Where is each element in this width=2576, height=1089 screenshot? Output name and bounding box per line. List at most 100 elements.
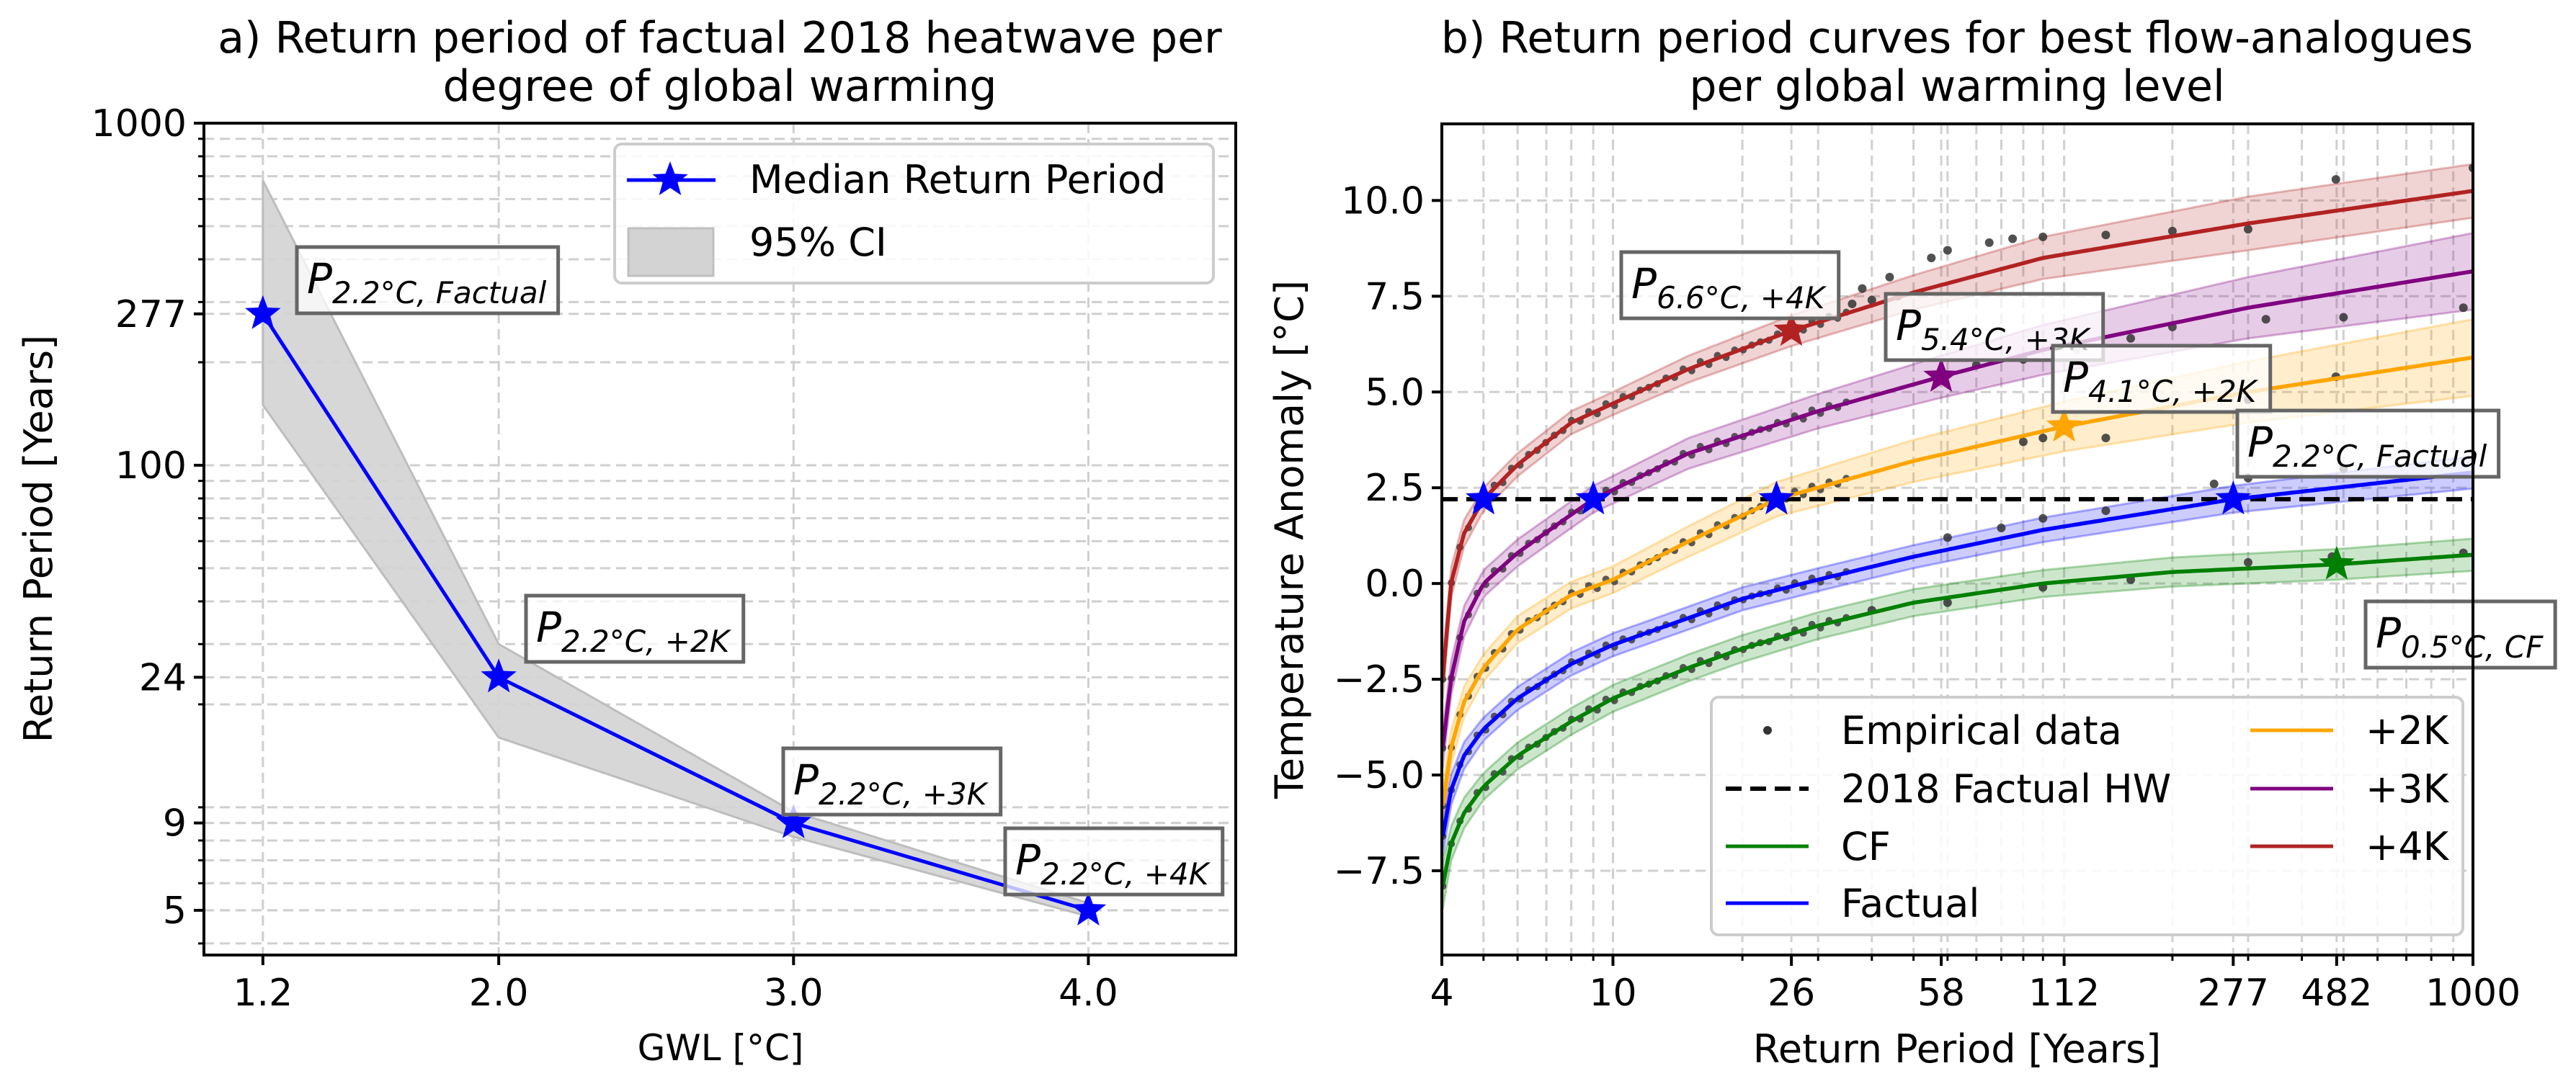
annotation-box-box xyxy=(781,746,1003,817)
empirical-point xyxy=(1943,246,1952,255)
x-tick-label: 4.0 xyxy=(1059,972,1118,1015)
annotation-box: P2.2°C, +3K xyxy=(781,746,1003,817)
median-curve-factual xyxy=(1442,470,2473,837)
x-tick-label: 3.0 xyxy=(764,972,824,1015)
y-tick-label: −7.5 xyxy=(1334,850,1425,893)
empirical-point xyxy=(1927,254,1936,263)
annotation-main: P xyxy=(1631,259,1657,308)
annotation-main: P xyxy=(536,603,561,652)
annotation-box-box xyxy=(2051,344,2273,414)
annotation-box-text: P5.4°C, +3K xyxy=(1896,301,2092,357)
empirical-point xyxy=(2038,514,2048,523)
empirical-point xyxy=(1858,284,1867,293)
return-period-star xyxy=(2046,408,2082,442)
panel-a-axes-frame xyxy=(202,122,1237,956)
return-period-star xyxy=(2215,480,2251,515)
empirical-point xyxy=(2209,479,2219,488)
median-return-period-line xyxy=(261,313,1089,913)
y-tick-label: 5 xyxy=(163,889,187,933)
annotation-box-box xyxy=(2235,408,2501,479)
median-star-marker xyxy=(245,295,281,329)
ci-band-2k xyxy=(1442,318,2473,825)
empirical-point xyxy=(2167,226,2177,236)
annotation-box: P2.2°C, Factual xyxy=(2235,408,2501,479)
y-tick-label: 7.5 xyxy=(1365,275,1425,318)
ci-band-factual xyxy=(1442,455,2473,856)
y-tick-label: −2.5 xyxy=(1334,658,1425,702)
annotation-subscript: 2.2°C, +4K xyxy=(1040,856,1211,892)
panel-a-title-line-2: degree of global warming xyxy=(443,61,997,112)
median-curve-plus-3k xyxy=(1442,269,2473,749)
annotation-box-text: P6.6°C, +4K xyxy=(1631,259,1827,315)
median-star-marker xyxy=(775,804,811,838)
legend-star-icon xyxy=(652,161,688,195)
annotation-box-box xyxy=(524,593,746,664)
panel-a-title-line-1: a) Return period of factual 2018 heatwav… xyxy=(218,13,1222,63)
annotation-box-text: P4.1°C, +2K xyxy=(2063,353,2259,409)
x-tick-label: 4 xyxy=(1430,972,1453,1015)
annotation-box-text: P2.2°C, +2K xyxy=(536,603,732,659)
empirical-point xyxy=(1867,295,1876,305)
empirical-point xyxy=(2101,434,2111,443)
empirical-point xyxy=(1984,238,1994,247)
legend-ci-label: 95% CI xyxy=(749,220,887,265)
return-period-star xyxy=(1923,358,1959,392)
x-tick-label: 2.0 xyxy=(469,972,529,1015)
annotation-main: P xyxy=(1896,301,1921,350)
y-tick-label: 0.0 xyxy=(1365,563,1425,606)
panel-b-title-line-1: b) Return period curves for best flow-an… xyxy=(1441,13,2473,63)
y-tick-label: 100 xyxy=(115,444,187,488)
annotation-main: P xyxy=(2376,609,2401,658)
annotation-box: P0.5°C, CF xyxy=(2363,599,2557,670)
panel-a: a) Return period of factual 2018 heatwav… xyxy=(16,13,1237,1069)
legend-label: +3K xyxy=(2366,766,2450,812)
empirical-point xyxy=(2459,303,2468,313)
legend-label: CF xyxy=(1841,824,1891,869)
panel-b-axes-frame xyxy=(1440,122,2474,956)
median-curve-cf xyxy=(1442,552,2473,887)
median-star-marker xyxy=(481,658,517,693)
ci-band-cf xyxy=(1442,537,2473,910)
legend-label: 2018 Factual HW xyxy=(1841,766,2171,812)
x-tick-label: 26 xyxy=(1768,972,1815,1015)
legend-dot-icon xyxy=(1763,726,1772,735)
annotation-box: P2.2°C, +2K xyxy=(524,593,746,664)
panel-a-ylabel: Return Period [Years] xyxy=(16,335,61,743)
annotation-box: P6.6°C, +4K xyxy=(1619,250,1841,321)
annotation-box-text: P2.2°C, Factual xyxy=(2247,418,2487,474)
y-tick-label: −5.0 xyxy=(1334,754,1425,797)
legend-label: +4K xyxy=(2366,824,2450,869)
y-tick-label: 9 xyxy=(163,802,187,846)
annotation-subscript: 2.2°C, +3K xyxy=(819,776,989,812)
panel-b-legend: Empirical data 2018 Factual HW CF Factual +2… xyxy=(1710,696,2464,936)
panel-b-xlabel: Return Period [Years] xyxy=(1753,1026,2162,1072)
annotation-box-box xyxy=(1619,250,1841,321)
panel-b: b) Return period curves for best flow-an… xyxy=(1267,13,2557,1072)
y-tick-label: 10.0 xyxy=(1341,179,1425,223)
return-period-star xyxy=(1466,480,1502,515)
legend-label: Factual xyxy=(1841,881,1979,926)
annotation-main: P xyxy=(793,756,819,805)
legend-label: +2K xyxy=(2366,708,2450,753)
panel-a-xlabel: GWL [°C] xyxy=(638,1027,804,1069)
x-tick-label: 58 xyxy=(1917,972,1965,1015)
y-tick-label: 5.0 xyxy=(1365,371,1425,414)
empirical-point xyxy=(2339,313,2348,322)
panel-b-ticks: 4 10 26 58 112 277 482 1000 −7.5 −5.0 −2.5 0.0 2.5 5.… xyxy=(1334,179,2521,1015)
annotation-box-text: P2.2°C, Factual xyxy=(307,254,547,310)
annotation-box: P4.1°C, +2K xyxy=(2051,344,2273,414)
annotation-subscript: 6.6°C, +4K xyxy=(1657,280,1827,315)
panel-b-plot-area xyxy=(1442,163,2473,910)
panel-b-title-line-2: per global warming level xyxy=(1689,61,2224,112)
panel-b-legend-box xyxy=(1710,696,2464,936)
empirical-point xyxy=(2018,437,2028,447)
y-tick-label: 24 xyxy=(139,656,187,699)
empirical-point xyxy=(2261,315,2270,324)
empirical-point xyxy=(2038,232,2048,241)
annotation-main: P xyxy=(307,254,332,303)
return-period-star xyxy=(1758,480,1795,515)
x-tick-label: 112 xyxy=(2028,972,2100,1015)
empirical-point xyxy=(1943,533,1952,542)
empirical-point xyxy=(1997,524,2006,533)
